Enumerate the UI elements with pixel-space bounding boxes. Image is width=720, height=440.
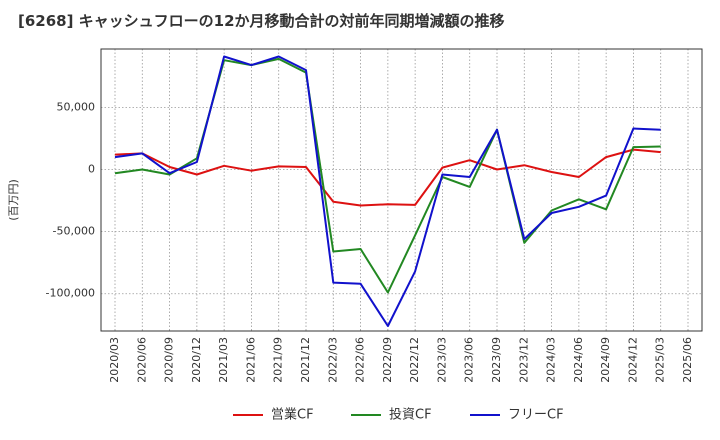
x-tick-label: 2022/09	[381, 337, 394, 383]
series-layer	[114, 55, 661, 327]
y-tick-label: 50,000	[57, 100, 96, 113]
x-tick-label: 2021/12	[299, 337, 312, 383]
x-tick-label: 2022/06	[354, 337, 367, 383]
x-tick-label: 2024/09	[599, 337, 612, 383]
x-tick-label: 2023/06	[463, 337, 476, 383]
x-tick-label: 2022/03	[326, 337, 339, 383]
x-tick-label: 2023/09	[490, 337, 503, 383]
chart-title: [6268] キャッシュフローの12か月移動合計の対前年同期増減額の推移	[18, 12, 505, 30]
x-tick-label: 2020/03	[108, 337, 121, 383]
legend-label: 投資CF	[389, 407, 432, 423]
y-tick-label: -100,000	[46, 287, 95, 300]
legend-label: フリーCF	[508, 408, 564, 423]
x-tick-label: 2020/12	[190, 337, 203, 383]
y-axis-title: (百万円)	[7, 179, 20, 221]
x-tick-label: 2025/06	[681, 337, 694, 383]
x-tick-label: 2024/06	[572, 337, 585, 383]
y-tick-label: -50,000	[53, 225, 95, 238]
x-tick-label: 2021/09	[272, 337, 285, 383]
x-tick-label: 2021/03	[217, 337, 230, 383]
legend-label: 営業CF	[271, 407, 314, 423]
x-tick-label: 2020/09	[163, 337, 176, 383]
y-tick-label: 0	[88, 163, 95, 176]
x-tick-label: 2020/06	[135, 337, 148, 383]
x-tick-label: 2025/03	[654, 337, 667, 383]
x-tick-label: 2022/12	[408, 337, 421, 383]
axis-layer: 2020/03 2020/06 2020/09 2020/12 2021/03 2021/…	[7, 48, 703, 383]
plot-frame	[100, 48, 703, 332]
x-tick-label: 2021/06	[244, 337, 257, 383]
x-tick-label: 2024/03	[545, 337, 558, 383]
x-tick-label: 2023/03	[435, 337, 448, 383]
grid-layer	[101, 49, 702, 331]
legend: 営業CF 投資CF フリーCF	[233, 407, 564, 423]
series-line-3	[114, 55, 661, 327]
x-tick-label: 2024/12	[626, 337, 639, 383]
x-tick-label: 2023/12	[517, 337, 530, 383]
